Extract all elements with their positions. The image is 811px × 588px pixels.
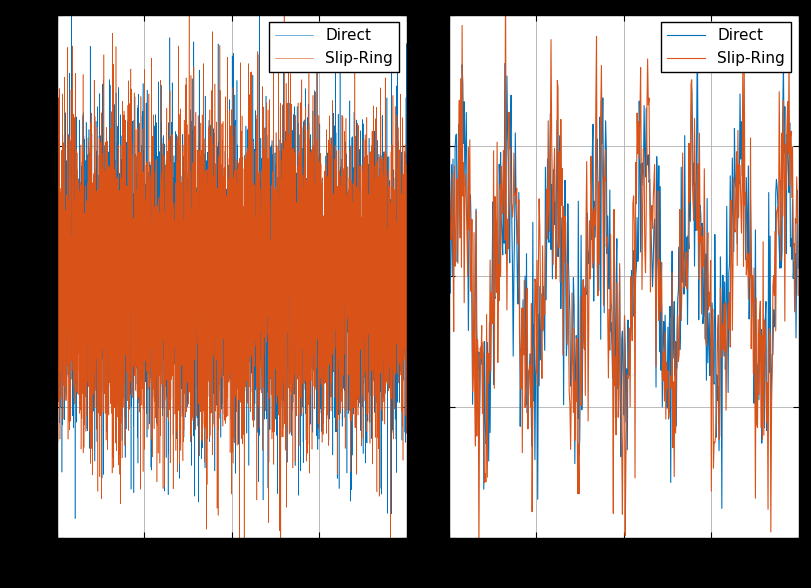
Direct [402, 336, 412, 343]
Line: Direct: Direct [57, 0, 407, 519]
Slip-Ring [653, 188, 663, 195]
Slip-Ring [444, 171, 453, 178]
Slip-Ring [787, 128, 796, 135]
Direct [612, 235, 622, 242]
Direct [115, 111, 125, 118]
Direct [610, 324, 620, 331]
Direct [793, 265, 803, 272]
Line: Direct: Direct [448, 29, 798, 509]
Slip-Ring [613, 414, 623, 421]
Slip-Ring [611, 432, 621, 439]
Direct [693, 26, 702, 33]
Slip-Ring [280, 420, 290, 427]
Direct [313, 424, 323, 431]
Direct [633, 258, 642, 265]
Direct [787, 235, 796, 242]
Slip-Ring [474, 549, 484, 556]
Slip-Ring [52, 306, 62, 313]
Direct [262, 416, 272, 423]
Direct [186, 106, 195, 113]
Legend: Direct, Slip-Ring: Direct, Slip-Ring [268, 22, 399, 72]
Slip-Ring [793, 292, 803, 299]
Direct [652, 153, 662, 161]
Slip-Ring [186, 168, 195, 175]
Slip-Ring [402, 222, 412, 229]
Slip-Ring [115, 142, 125, 149]
Direct [52, 236, 62, 243]
Direct [340, 156, 350, 163]
Line: Slip-Ring: Slip-Ring [57, 0, 407, 584]
Direct [717, 505, 727, 512]
Direct [444, 314, 453, 321]
Slip-Ring [386, 581, 396, 588]
Direct [732, 168, 741, 175]
Slip-Ring [262, 110, 272, 117]
Slip-Ring [184, 0, 194, 3]
Slip-Ring [340, 230, 350, 238]
Legend: Direct, Slip-Ring: Direct, Slip-Ring [661, 22, 792, 72]
Slip-Ring [313, 283, 323, 290]
Direct [280, 193, 290, 201]
Direct [71, 515, 80, 522]
Slip-Ring [634, 155, 644, 162]
Line: Slip-Ring: Slip-Ring [448, 0, 798, 553]
Slip-Ring [732, 148, 741, 155]
